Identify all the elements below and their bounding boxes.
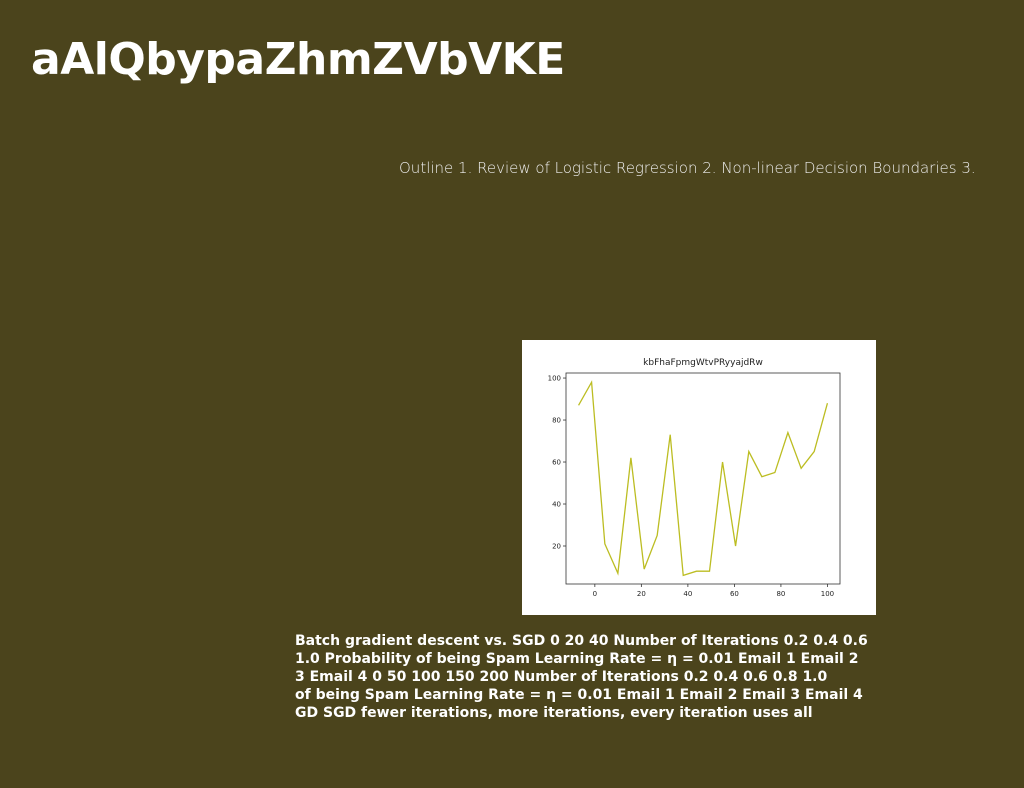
data-line [577,380,829,577]
y-tick-label: 60 [552,459,561,467]
x-tick-label: 40 [683,590,692,598]
body-line: 1.0 Probability of being Spam Learning R… [295,651,859,667]
x-tick-label: 80 [776,590,785,598]
y-tick-label: 80 [552,417,561,425]
chart: kbFhaFpmgWtvPRyyajdRw 0 20 40 60 80 100 20 40 60… [522,340,876,615]
chart-background [522,340,876,615]
chart-title: kbFhaFpmgWtvPRyyajdRw [643,358,763,368]
x-tick-label: 60 [730,590,739,598]
y-tick-label: 40 [552,501,561,509]
body-line: 3 Email 4 0 50 100 150 200 Number of Ite… [295,669,828,685]
y-tick-label: 100 [548,375,561,383]
body-text: Batch gradient descent vs. SGD 0 20 40 N… [295,632,868,722]
slide-title: aAlQbypaZhmZVbVKE [31,34,565,85]
x-tick-label: 20 [637,590,646,598]
body-line: GD SGD fewer iterations, more iterations… [295,705,813,721]
y-tick-label: 20 [552,542,561,550]
body-line: of being Spam Learning Rate = η = 0.01 E… [295,687,863,703]
x-tick-label: 100 [821,590,834,598]
x-tick-label: 0 [593,590,597,598]
body-line: Batch gradient descent vs. SGD 0 20 40 N… [295,633,868,649]
outline-text: Outline 1. Review of Logistic Regression… [399,159,976,177]
plot-frame [565,372,841,585]
